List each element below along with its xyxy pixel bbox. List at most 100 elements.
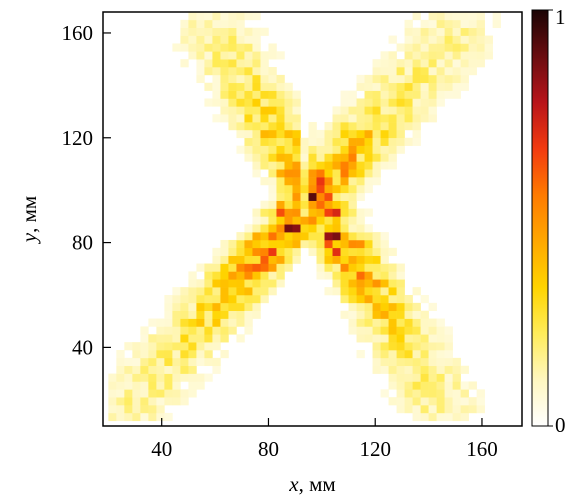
heatmap-cell — [444, 381, 453, 390]
heatmap-cell — [252, 294, 261, 304]
heatmap-cell — [364, 169, 373, 178]
heatmap-cell — [364, 247, 373, 256]
heatmap-cell — [228, 90, 237, 99]
heatmap-cell — [452, 82, 461, 91]
heatmap-cell — [396, 271, 405, 280]
heatmap-cell — [164, 365, 173, 374]
heatmap-cell — [380, 255, 389, 264]
heatmap-cell — [404, 98, 413, 107]
heatmap-cell — [380, 302, 389, 312]
heatmap-cell — [292, 98, 301, 107]
heatmap-cell — [492, 19, 501, 29]
heatmap-cell — [212, 59, 221, 68]
heatmap-cell — [388, 310, 397, 319]
heatmap-cell — [348, 177, 357, 186]
heatmap-cell — [284, 106, 293, 115]
heatmap-cell — [372, 271, 381, 280]
heatmap-cell — [172, 310, 181, 319]
heatmap-cell — [244, 51, 253, 60]
heatmap-cell — [356, 294, 365, 304]
heatmap-cell — [252, 271, 261, 280]
heatmap-cell — [180, 35, 189, 44]
heatmap-cell — [268, 208, 277, 217]
heatmap-cell — [188, 294, 197, 304]
heatmap-cell — [308, 216, 317, 225]
heatmap-cell — [196, 310, 205, 319]
heatmap-cell — [228, 239, 237, 249]
heatmap-cell — [372, 137, 381, 146]
heatmap-cell — [204, 326, 213, 335]
heatmap-cell — [388, 271, 397, 280]
heatmap-cell — [172, 326, 181, 335]
heatmap-cell — [212, 287, 221, 296]
heatmap-cell — [212, 247, 221, 256]
heatmap-cell — [292, 137, 301, 146]
heatmap-cell — [436, 43, 445, 52]
heatmap-cell — [340, 161, 349, 170]
heatmap-cell — [236, 145, 245, 154]
heatmap-cell — [412, 357, 421, 367]
heatmap-cell — [452, 12, 461, 21]
y-axis: 40 80 120 160 — [62, 21, 111, 359]
x-tick-label: 80 — [258, 437, 279, 461]
heatmap-cell — [228, 326, 237, 335]
heatmap-cell — [308, 137, 317, 146]
heatmap-cell — [252, 90, 261, 99]
heatmap-cell — [380, 318, 389, 327]
heatmap-cell — [236, 19, 245, 29]
heatmap-cell — [244, 239, 253, 249]
heatmap-cell — [436, 373, 445, 382]
heatmap-cell — [428, 74, 437, 84]
y-tick-label: 40 — [72, 335, 93, 359]
heatmap-cell — [412, 51, 421, 60]
heatmap-cell — [420, 365, 429, 374]
heatmap-cell — [228, 302, 237, 312]
heatmap-cell — [348, 224, 357, 233]
heatmap-cell — [428, 43, 437, 52]
heatmap-cell — [388, 294, 397, 304]
heatmap-cell — [340, 239, 349, 249]
heatmap-cell — [340, 232, 349, 241]
heatmap-cell — [164, 381, 173, 390]
heatmap-cell — [404, 365, 413, 374]
heatmap-cell — [380, 161, 389, 170]
heatmap-cell — [236, 232, 245, 241]
heatmap-cell — [372, 232, 381, 241]
heatmap-cell — [124, 389, 133, 398]
heatmap-cell — [276, 98, 285, 107]
heatmap-cell — [292, 239, 301, 249]
heatmap-cell — [180, 334, 189, 343]
heatmap-cell — [404, 318, 413, 327]
heatmap-cell — [140, 357, 149, 367]
heatmap-cell — [452, 365, 461, 374]
heatmap-cell — [324, 263, 333, 272]
heatmap-cell — [428, 405, 437, 414]
heatmap-cell — [356, 302, 365, 312]
heatmap-cell — [308, 169, 317, 178]
heatmap-cell — [364, 106, 373, 115]
heatmap-cell — [436, 67, 445, 76]
heatmap-cell — [460, 381, 469, 390]
heatmap-cell — [212, 302, 221, 312]
colorbar-max-label: 1 — [555, 5, 566, 29]
heatmap-cell — [348, 271, 357, 280]
heatmap-cell — [196, 19, 205, 29]
heatmap-cell — [356, 169, 365, 178]
heatmap-cell — [244, 232, 253, 241]
heatmap-cell — [236, 90, 245, 99]
heatmap-cell — [244, 35, 253, 44]
heatmap-cell — [132, 357, 141, 367]
heatmap-cell — [180, 43, 189, 52]
heatmap-cell — [412, 397, 421, 406]
heatmap-cell — [380, 279, 389, 288]
heatmap-cell — [356, 74, 365, 84]
heatmap-cell — [220, 19, 229, 29]
heatmap-cell — [412, 365, 421, 374]
heatmap-cell — [356, 279, 365, 288]
heatmap-cell — [412, 405, 421, 414]
heatmap-cell — [388, 287, 397, 296]
heatmap-cell — [252, 106, 261, 115]
heatmap-cell — [396, 98, 405, 107]
heatmap-cell — [148, 357, 157, 367]
